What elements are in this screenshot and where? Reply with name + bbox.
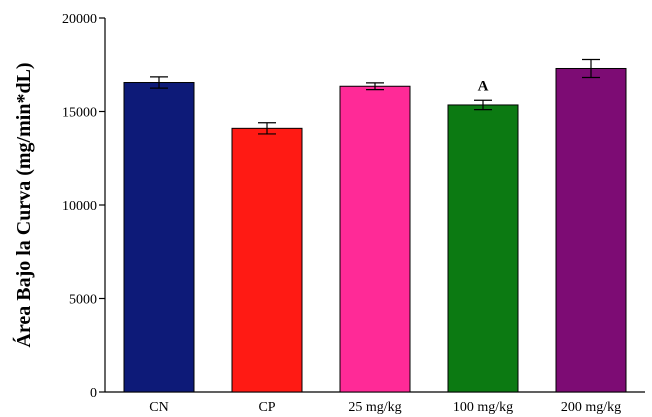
y-axis-label: Área Bajo la Curva (mg/min*dL): [12, 62, 35, 347]
error-bars: [150, 58, 600, 135]
x-tick-label: CN: [149, 400, 168, 415]
x-tick-label: 200 mg/kg: [561, 400, 621, 415]
y-tick-label: 15000: [62, 106, 97, 121]
bar-cp: [231, 127, 303, 393]
x-tick-labels: CN CP 25 mg/kg 100 mg/kg 200 mg/kg: [149, 400, 621, 415]
bars: [123, 67, 627, 393]
y-ticks: 0 5000 10000 15000 20000: [62, 12, 105, 401]
x-tick-label: CP: [258, 400, 275, 415]
y-tick-label: 0: [90, 386, 97, 401]
y-tick-label: 10000: [62, 199, 97, 214]
significance-annotation: A: [478, 78, 489, 94]
x-tick-label: 100 mg/kg: [453, 400, 513, 415]
x-tick-label: 25 mg/kg: [348, 400, 401, 415]
bar-25-mg-kg: [339, 85, 411, 393]
bar-200-mg-kg: [555, 67, 627, 393]
y-axis-label-group: Área Bajo la Curva (mg/min*dL): [12, 62, 35, 347]
y-tick-label: 5000: [69, 293, 97, 308]
y-tick-label: 20000: [62, 12, 97, 27]
bar-cn: [123, 82, 195, 393]
bar-100-mg-kg: [447, 104, 519, 393]
annotations: A: [478, 78, 489, 94]
